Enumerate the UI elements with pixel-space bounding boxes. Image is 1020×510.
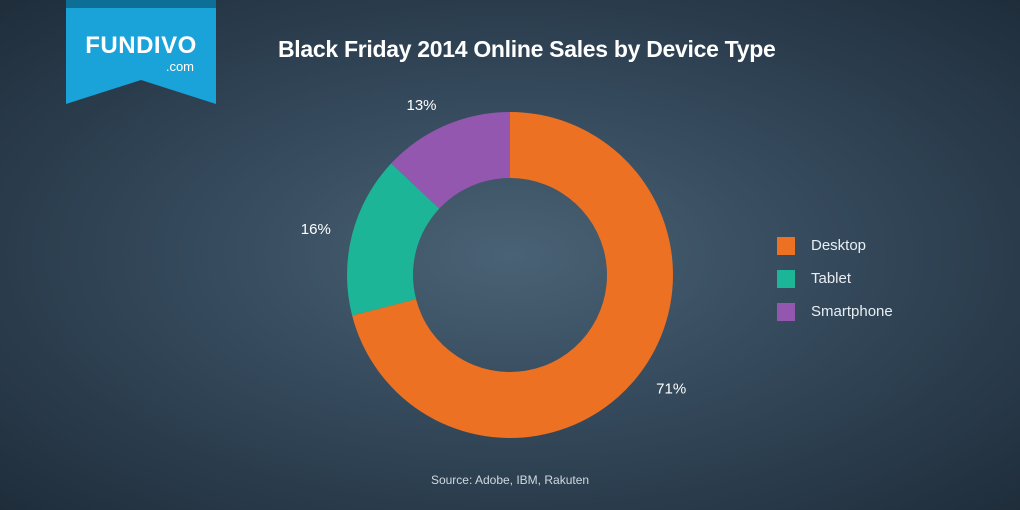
legend-swatch-desktop	[777, 236, 795, 255]
legend-item-smartphone: Smartphone	[777, 295, 893, 328]
legend-swatch-tablet	[777, 269, 795, 288]
fundivo-logo[interactable]: FUNDIVO .com	[66, 0, 216, 104]
logo-ribbon	[66, 0, 216, 104]
logo-domain: .com	[165, 59, 194, 74]
value-label-tablet: 16%	[301, 221, 331, 238]
value-label-desktop: 71%	[656, 380, 686, 397]
legend-label-tablet: Tablet	[811, 270, 852, 287]
legend-label-desktop: Desktop	[811, 237, 867, 254]
legend-item-tablet: Tablet	[777, 262, 893, 295]
logo-text: FUNDIVO	[85, 32, 197, 59]
slice-tablet	[347, 163, 440, 316]
slice-desktop	[352, 112, 673, 438]
legend-item-desktop: Desktop	[777, 229, 893, 262]
legend-swatch-smartphone	[777, 302, 795, 321]
legend: Desktop Tablet Smartphone	[777, 229, 893, 328]
chart-title: Black Friday 2014 Online Sales by Device…	[278, 36, 776, 62]
value-label-smartphone: 13%	[406, 97, 436, 114]
slice-smartphone	[391, 112, 510, 209]
source-note: Source: Adobe, IBM, Rakuten	[430, 473, 590, 487]
legend-label-smartphone: Smartphone	[811, 303, 893, 320]
